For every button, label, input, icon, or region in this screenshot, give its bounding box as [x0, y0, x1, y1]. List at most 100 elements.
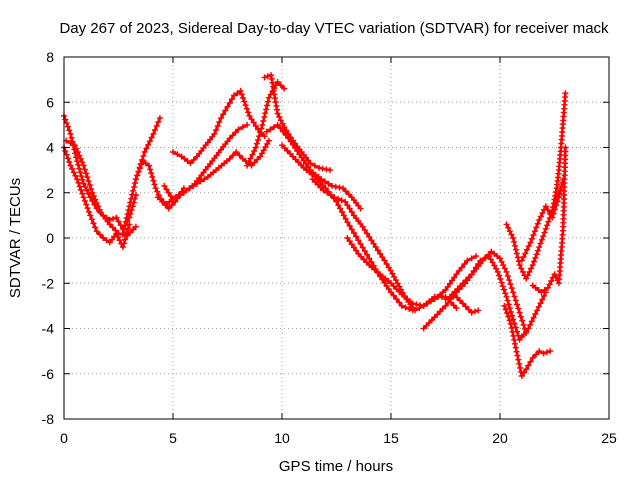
data-point-marker	[263, 106, 270, 113]
y-tick-label: 4	[46, 140, 54, 156]
data-point-marker	[552, 192, 559, 199]
data-point-marker	[383, 261, 390, 267]
data-point-marker	[239, 124, 246, 131]
data-point-marker	[153, 123, 160, 129]
data-point-marker	[122, 218, 129, 225]
data-point-marker	[342, 188, 349, 195]
data-point-marker	[254, 156, 261, 163]
series-arc-5	[132, 115, 163, 183]
data-point-marker	[163, 186, 170, 193]
data-point-marker	[258, 125, 265, 132]
data-point-marker	[67, 162, 74, 169]
data-point-marker	[519, 268, 526, 275]
data-point-marker	[277, 117, 284, 124]
data-point-marker	[216, 119, 223, 125]
data-point-marker	[134, 172, 141, 179]
data-point-marker	[247, 155, 254, 162]
data-point-marker	[385, 264, 392, 271]
data-point-marker	[141, 149, 148, 155]
data-point-marker	[442, 302, 449, 309]
data-point-marker	[73, 145, 80, 152]
data-point-marker	[534, 220, 541, 227]
data-point-marker	[473, 264, 479, 271]
data-point-marker	[233, 149, 240, 155]
data-point-marker	[385, 286, 392, 293]
data-point-marker	[523, 366, 530, 373]
data-point-marker	[512, 297, 519, 304]
data-point-marker	[544, 222, 551, 229]
data-point-marker	[226, 100, 233, 106]
data-point-marker	[468, 255, 475, 262]
data-point-marker	[510, 332, 517, 339]
data-point-marker	[85, 178, 92, 185]
data-point-marker	[261, 74, 268, 81]
data-point-marker	[277, 82, 284, 89]
data-point-marker	[121, 240, 127, 247]
data-point-marker	[514, 301, 520, 308]
data-point-marker	[516, 360, 523, 367]
data-point-marker	[465, 306, 472, 313]
data-point-marker	[512, 340, 518, 347]
data-point-marker	[226, 155, 233, 162]
axis-ticks: 0 5 10 15 20 25 -8 -6 -4 -2 0 2 4 6 8	[42, 49, 617, 446]
data-point-marker	[277, 125, 284, 132]
data-point-marker	[353, 247, 360, 254]
data-point-marker	[119, 230, 126, 237]
data-point-marker	[496, 272, 503, 279]
data-point-marker	[73, 154, 80, 161]
data-point-marker	[148, 170, 155, 177]
data-point-marker	[420, 302, 427, 309]
data-point-marker	[86, 182, 93, 188]
data-point-marker	[263, 128, 270, 135]
data-point-marker	[379, 254, 386, 261]
data-point-marker	[222, 107, 229, 114]
data-point-marker	[519, 317, 526, 324]
data-point-marker	[145, 141, 152, 148]
data-point-marker	[76, 165, 83, 172]
chart-title: Day 267 of 2023, Sidereal Day-to-day VTE…	[59, 20, 609, 37]
data-point-marker	[511, 238, 517, 245]
data-point-marker	[66, 127, 73, 134]
data-point-marker	[381, 279, 388, 286]
data-point-marker	[464, 257, 471, 264]
data-point-marker	[534, 247, 541, 254]
data-point-marker	[240, 95, 247, 101]
series-arc-14	[344, 235, 479, 309]
data-point-marker	[537, 240, 544, 247]
data-point-marker	[503, 221, 510, 228]
y-tick-label: -4	[42, 321, 55, 337]
data-point-marker	[92, 196, 99, 203]
data-point-marker	[402, 304, 409, 311]
data-point-marker	[396, 299, 403, 306]
data-point-marker	[146, 162, 152, 169]
data-point-marker	[312, 179, 319, 185]
data-point-marker	[545, 284, 551, 291]
data-point-marker	[152, 185, 159, 192]
data-point-marker	[446, 293, 453, 300]
data-point-marker	[137, 160, 144, 167]
data-point-marker	[511, 336, 518, 343]
data-point-marker	[80, 194, 87, 201]
data-point-marker	[303, 160, 309, 167]
data-point-marker	[122, 236, 128, 243]
data-point-marker	[442, 287, 449, 293]
data-point-marker	[87, 194, 94, 201]
data-point-marker	[394, 280, 401, 287]
data-point-marker	[264, 102, 271, 109]
data-point-marker	[393, 285, 400, 292]
data-point-marker	[342, 198, 349, 205]
data-point-marker	[68, 134, 75, 141]
data-point-marker	[513, 348, 520, 355]
data-point-marker	[174, 151, 181, 158]
data-point-marker	[103, 237, 110, 244]
data-point-marker	[506, 305, 513, 312]
data-point-marker	[241, 98, 248, 105]
y-tick-label: 8	[46, 49, 54, 65]
data-point-marker	[535, 303, 542, 310]
data-point-marker	[512, 246, 519, 253]
data-point-marker	[264, 140, 271, 147]
data-point-marker	[81, 197, 88, 204]
data-point-marker	[194, 180, 200, 187]
data-point-marker	[346, 238, 353, 245]
data-point-marker	[316, 164, 323, 171]
